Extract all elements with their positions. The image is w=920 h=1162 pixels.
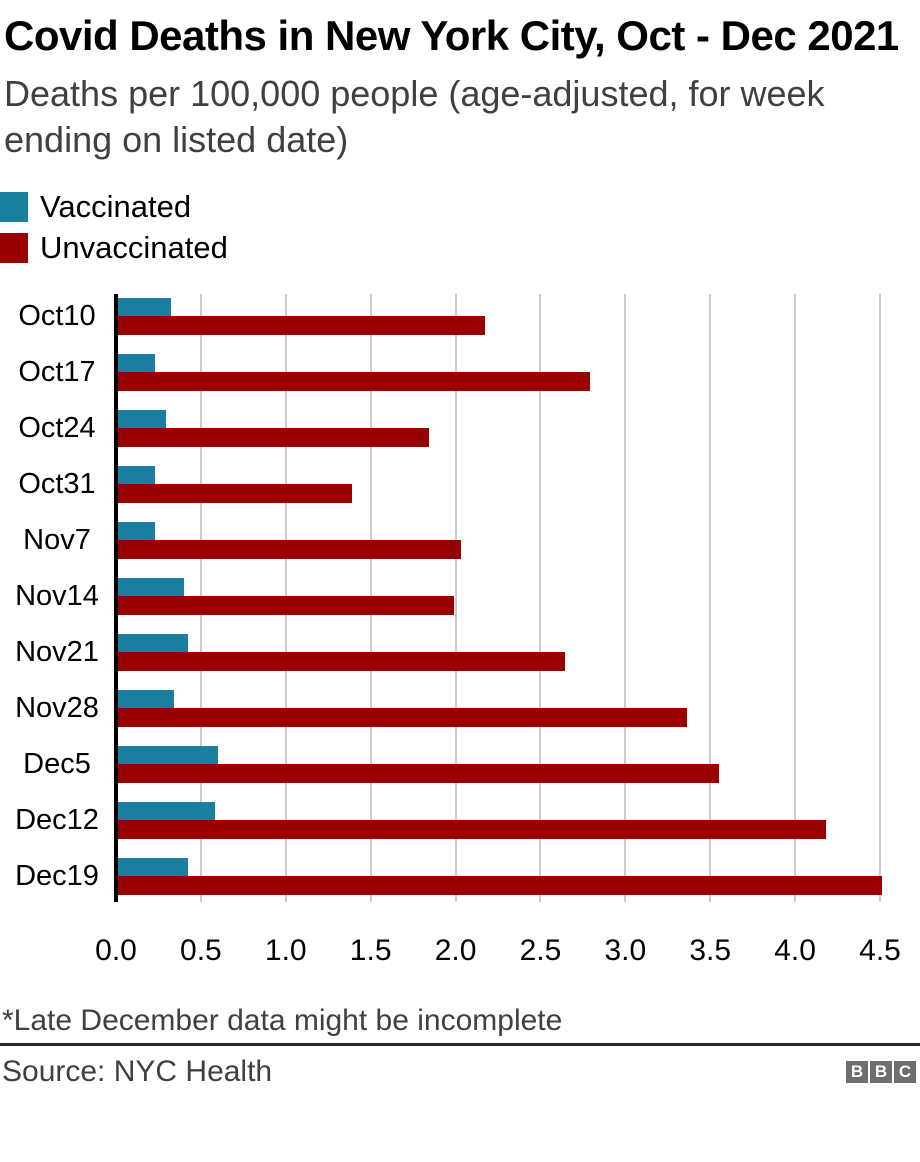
bar-group bbox=[114, 686, 920, 742]
chart-row: Dec19 bbox=[0, 854, 920, 910]
chart-row: Oct24 bbox=[0, 406, 920, 462]
row-label: Dec12 bbox=[15, 803, 99, 836]
bar-vaccinated bbox=[118, 858, 188, 876]
bar-vaccinated bbox=[118, 466, 156, 484]
chart-row: Dec12 bbox=[0, 798, 920, 854]
gridline bbox=[879, 294, 881, 902]
x-tick-label: 3.0 bbox=[604, 934, 647, 967]
bar-group bbox=[114, 294, 920, 350]
bar-chart: Oct10 Oct17 Oct24 Oct31 Nov7 Nov14 Nov21 Nov28 D… bbox=[0, 294, 920, 912]
x-axis: 0.0 0.5 1.0 1.5 2.0 2.5 3.0 3.5 4.0 4.5 bbox=[0, 912, 920, 970]
bar-vaccinated bbox=[118, 802, 215, 820]
bar-vaccinated bbox=[118, 578, 185, 596]
bar-unvaccinated bbox=[118, 764, 719, 783]
legend-label: Vaccinated bbox=[40, 188, 192, 224]
row-label: Nov21 bbox=[15, 635, 99, 668]
bar-group bbox=[114, 798, 920, 854]
chart-row: Nov28 bbox=[0, 686, 920, 742]
row-label: Dec5 bbox=[23, 747, 91, 780]
row-label: Oct10 bbox=[18, 299, 96, 332]
bar-unvaccinated bbox=[118, 540, 461, 559]
chart-row: Nov21 bbox=[0, 630, 920, 686]
row-label: Oct31 bbox=[18, 467, 96, 500]
chart-header: Covid Deaths in New York City, Oct - Dec… bbox=[4, 8, 904, 163]
x-tick-label: 2.0 bbox=[434, 934, 477, 967]
bar-group bbox=[114, 742, 920, 798]
bar-unvaccinated bbox=[118, 428, 429, 447]
bar-unvaccinated bbox=[118, 596, 455, 615]
legend-swatch-unvaccinated bbox=[0, 232, 28, 263]
x-tick-label: 1.0 bbox=[264, 934, 307, 967]
chart-row: Oct17 bbox=[0, 350, 920, 406]
chart-subtitle: Deaths per 100,000 people (age-adjusted,… bbox=[4, 73, 825, 160]
chart-row: Nov7 bbox=[0, 518, 920, 574]
bar-vaccinated bbox=[118, 690, 175, 708]
x-tick-label: 4.0 bbox=[774, 934, 816, 967]
bar-group bbox=[114, 518, 920, 574]
row-label: Oct24 bbox=[18, 411, 96, 444]
bar-group bbox=[114, 630, 920, 686]
footer-divider bbox=[0, 1043, 920, 1046]
chart-row: Oct10 bbox=[0, 294, 920, 350]
x-tick-label: 2.5 bbox=[519, 934, 562, 967]
bbc-logo-letter: B bbox=[846, 1061, 868, 1083]
bar-group bbox=[114, 350, 920, 406]
bar-unvaccinated bbox=[118, 372, 590, 391]
bar-group bbox=[114, 406, 920, 462]
chart-row: Nov14 bbox=[0, 574, 920, 630]
bar-group bbox=[114, 854, 920, 910]
gridline bbox=[624, 294, 627, 902]
legend: Vaccinated Unvaccinated bbox=[0, 186, 920, 268]
gridline bbox=[454, 294, 457, 902]
x-tick-label: 4.5 bbox=[859, 934, 901, 967]
row-label: Nov28 bbox=[15, 691, 99, 724]
legend-item-vaccinated: Vaccinated bbox=[0, 186, 920, 227]
bar-group bbox=[114, 574, 920, 630]
legend-swatch-vaccinated bbox=[0, 191, 28, 222]
bbc-logo-letter: B bbox=[870, 1061, 892, 1083]
gridline bbox=[794, 294, 797, 902]
bar-vaccinated bbox=[118, 746, 219, 764]
row-label: Oct17 bbox=[18, 355, 96, 388]
bar-unvaccinated bbox=[118, 876, 882, 895]
bbc-logo: B B C bbox=[846, 1061, 916, 1083]
bar-vaccinated bbox=[118, 354, 156, 372]
bar-unvaccinated bbox=[118, 708, 687, 727]
row-label: Dec19 bbox=[15, 859, 99, 892]
page-title: Covid Deaths in New York City, Oct - Dec… bbox=[4, 12, 899, 59]
bar-vaccinated bbox=[118, 410, 166, 428]
source-bar: Source: NYC Health B B C bbox=[2, 1055, 916, 1089]
gridline bbox=[709, 294, 712, 902]
chart-footnote: *Late December data might be incomplete bbox=[2, 1004, 563, 1037]
gridline bbox=[539, 294, 542, 902]
bar-unvaccinated bbox=[118, 820, 826, 839]
chart-rows: Oct10 Oct17 Oct24 Oct31 Nov7 Nov14 Nov21 Nov28 D… bbox=[0, 294, 920, 910]
chart-row: Dec5 bbox=[0, 742, 920, 798]
bar-vaccinated bbox=[118, 298, 171, 316]
row-label: Nov7 bbox=[23, 523, 91, 556]
bbc-logo-letter: C bbox=[894, 1061, 916, 1083]
bar-vaccinated bbox=[118, 634, 188, 652]
source-text: Source: NYC Health bbox=[2, 1055, 273, 1088]
bar-group bbox=[114, 462, 920, 518]
x-tick-label: 0.5 bbox=[180, 934, 222, 967]
x-tick-label: 3.5 bbox=[689, 934, 732, 967]
bar-unvaccinated bbox=[118, 316, 485, 335]
legend-item-unvaccinated: Unvaccinated bbox=[0, 227, 920, 268]
legend-label: Unvaccinated bbox=[40, 229, 228, 265]
chart-row: Oct31 bbox=[0, 462, 920, 518]
row-label: Nov14 bbox=[15, 579, 99, 612]
bar-vaccinated bbox=[118, 522, 156, 540]
bar-unvaccinated bbox=[118, 652, 565, 671]
x-tick-label: 1.5 bbox=[349, 934, 392, 967]
x-tick-label: 0.0 bbox=[95, 934, 137, 967]
bar-unvaccinated bbox=[118, 484, 353, 503]
